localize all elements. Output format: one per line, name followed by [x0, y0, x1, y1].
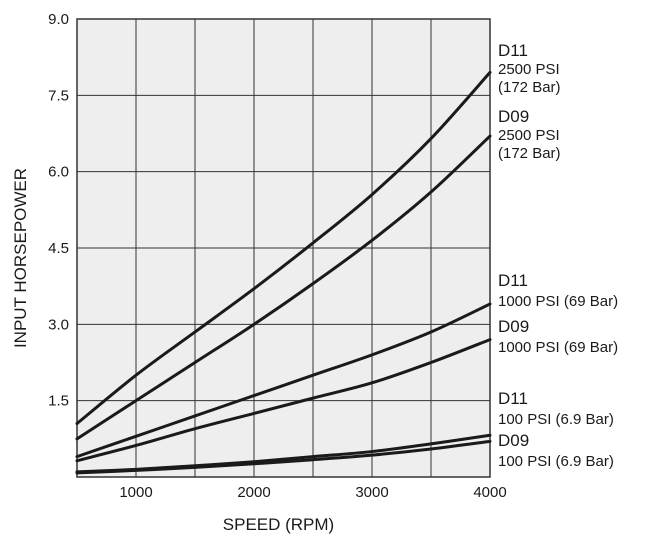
- y-tick-label: 4.5: [48, 240, 69, 257]
- series-detail-label: 1000 PSI (69 Bar): [498, 293, 618, 310]
- series-line: [75, 302, 492, 459]
- series-name-label: D09: [498, 107, 529, 126]
- series-detail-label: 2500 PSI: [498, 61, 560, 78]
- y-tick-label: 7.5: [48, 87, 69, 104]
- x-axis-title: SPEED (RPM): [223, 515, 334, 534]
- x-tick-label: 4000: [473, 484, 506, 501]
- y-axis-title: INPUT HORSEPOWER: [11, 168, 30, 348]
- series-line: [75, 338, 492, 463]
- series-name-label: D09: [498, 317, 529, 336]
- series-line: [75, 70, 492, 426]
- series-detail-label: 2500 PSI: [498, 127, 560, 144]
- series-detail-label: 1000 PSI (69 Bar): [498, 339, 618, 356]
- x-tick-label: 2000: [237, 484, 270, 501]
- plot-frame: [76, 18, 491, 478]
- y-tick-label: 6.0: [48, 164, 69, 181]
- series-line: [75, 439, 492, 475]
- series-lines: [75, 70, 492, 475]
- series-name-label: D11: [498, 389, 528, 408]
- series-detail-label: (172 Bar): [498, 145, 561, 162]
- x-tick-label: 1000: [119, 484, 152, 501]
- series-name-label: D11: [498, 271, 528, 290]
- y-tick-label: 9.0: [48, 11, 69, 28]
- tick-labels: 1000 2000 3000 4000 1.5 3.0 4.5 6.0 7.5 9.0: [48, 11, 507, 501]
- x-tick-label: 3000: [355, 484, 388, 501]
- y-tick-label: 1.5: [48, 393, 69, 410]
- series-detail-label: 100 PSI (6.9 Bar): [498, 411, 614, 428]
- series-name-label: D11: [498, 41, 528, 60]
- series-line: [75, 134, 492, 441]
- y-tick-label: 3.0: [48, 316, 69, 333]
- series-detail-label: (172 Bar): [498, 79, 561, 96]
- series-name-label: D09: [498, 431, 529, 450]
- series-detail-label: 100 PSI (6.9 Bar): [498, 453, 614, 470]
